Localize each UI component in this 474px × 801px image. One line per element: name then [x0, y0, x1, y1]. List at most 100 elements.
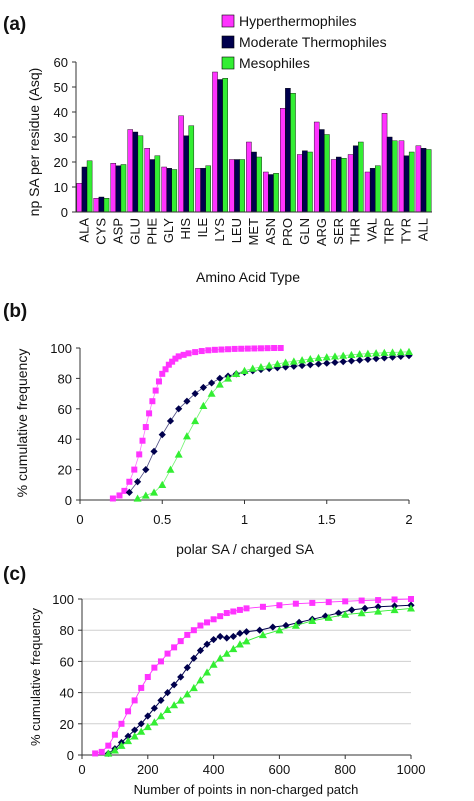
point-meso — [209, 660, 218, 668]
bar-meso-tyr — [408, 151, 415, 213]
point-moderate — [335, 609, 343, 617]
panel-a-x-tick-label: VAL — [365, 218, 380, 242]
point-meso — [322, 353, 331, 361]
panel-a-x-tick-label: CYS — [93, 218, 108, 245]
point-moderate — [356, 356, 364, 364]
legend-swatch-mesophiles — [221, 56, 235, 70]
point-moderate — [361, 604, 369, 612]
bar-meso-met — [256, 156, 262, 213]
point-moderate — [131, 726, 139, 734]
point-hyper — [244, 345, 251, 352]
point-meso — [189, 683, 198, 692]
point-meso — [156, 712, 165, 720]
point-meso — [183, 690, 192, 698]
point-hyper — [325, 599, 332, 606]
point-hyper — [169, 358, 176, 365]
bar-moderate-met — [251, 151, 257, 213]
legend-swatch-moderate-thermophiles — [221, 35, 235, 49]
point-moderate — [166, 417, 175, 425]
panel-c-x-tick-label: 600 — [269, 762, 291, 777]
bar-moderate-ile — [200, 168, 206, 213]
series-hyper — [92, 596, 414, 757]
point-moderate — [314, 360, 323, 368]
bar-moderate-pro — [285, 88, 291, 213]
bar-hyper-pro — [280, 108, 286, 213]
point-hyper — [358, 597, 365, 604]
point-moderate — [191, 390, 199, 398]
point-meso — [170, 701, 179, 709]
point-moderate — [331, 358, 339, 367]
point-meso — [110, 746, 119, 754]
panel-a-y-tick-label: 10 — [54, 180, 68, 195]
point-moderate — [242, 628, 251, 636]
point-hyper — [111, 731, 118, 738]
bar-meso-gly — [171, 169, 178, 213]
point-moderate — [183, 664, 191, 672]
bar-hyper-asn — [263, 171, 269, 213]
panel-c-y-tick-label: 20 — [60, 717, 74, 732]
point-moderate — [124, 732, 132, 740]
point-hyper — [131, 697, 138, 704]
bar-moderate-leu — [234, 159, 240, 213]
bar-hyper-ala — [76, 183, 83, 213]
point-hyper — [118, 720, 125, 727]
bar-meso-leu — [239, 159, 245, 213]
bar-moderate-tyr — [403, 155, 410, 213]
panel-a-y-tick-label: 20 — [54, 155, 68, 170]
panel-a-x-tick-label: ALL — [416, 218, 431, 241]
point-hyper — [136, 451, 143, 458]
point-moderate — [157, 696, 165, 704]
point-moderate — [323, 359, 331, 367]
point-meso — [275, 626, 284, 634]
point-meso — [143, 722, 152, 731]
bar-moderate-glu — [132, 131, 139, 213]
bar-meso-lys — [222, 78, 228, 213]
point-moderate — [290, 362, 298, 370]
point-hyper — [175, 353, 182, 360]
panel-a-y-tick-label: 30 — [54, 130, 68, 145]
panel-b: (b) % cumulative frequency polar SA / ch… — [3, 301, 413, 557]
point-meso — [215, 380, 224, 388]
bar-meso-phe — [154, 155, 161, 213]
panel-c-y-tick-label: 0 — [67, 748, 74, 763]
point-moderate — [175, 405, 183, 413]
bar-hyper-met — [246, 141, 252, 213]
point-moderate — [199, 383, 207, 392]
point-meso — [176, 696, 185, 704]
point-moderate — [364, 355, 372, 363]
legend-label-hyperthermophiles: Hyperthermophiles — [239, 13, 357, 29]
bar-moderate-gln — [302, 150, 308, 213]
point-meso — [232, 369, 241, 378]
point-moderate — [196, 646, 205, 655]
bar-meso-val — [375, 165, 381, 213]
point-meso — [248, 364, 257, 372]
point-moderate — [339, 358, 347, 366]
point-moderate — [347, 357, 356, 365]
bar-meso-pro — [290, 93, 296, 213]
point-hyper — [139, 437, 146, 444]
panel-a-x-tick-label: LYS — [212, 218, 227, 242]
point-hyper — [243, 605, 250, 612]
panel-a-x-tick-label: GLN — [297, 218, 312, 245]
point-moderate — [282, 621, 290, 630]
panel-a: (a) np SA per residue (Asq) Amino Acid T… — [3, 13, 432, 285]
panel-c-y-tick-label: 40 — [60, 686, 74, 701]
point-meso — [222, 649, 231, 657]
bar-hyper-glu — [127, 129, 133, 213]
point-hyper — [146, 410, 153, 417]
panel-c-y-axis-title: % cumulative frequency — [28, 607, 43, 746]
bar-hyper-all — [415, 145, 422, 213]
panel-a-x-tick-label: TRP — [382, 218, 397, 244]
panel-a-x-tick-label: SER — [331, 218, 346, 245]
panel-a-x-tick-label: PRO — [280, 218, 295, 246]
panel-c-x-tick-label: 0 — [78, 762, 85, 777]
point-meso — [242, 637, 251, 645]
point-meso — [405, 347, 413, 355]
bar-moderate-all — [420, 148, 427, 213]
bar-moderate-cys — [98, 196, 105, 213]
panel-a-y-tick-label: 0 — [61, 205, 68, 220]
series-line-hyper — [95, 598, 412, 754]
bar-moderate-asn — [268, 174, 274, 213]
point-hyper — [391, 596, 398, 603]
point-meso — [203, 668, 212, 676]
